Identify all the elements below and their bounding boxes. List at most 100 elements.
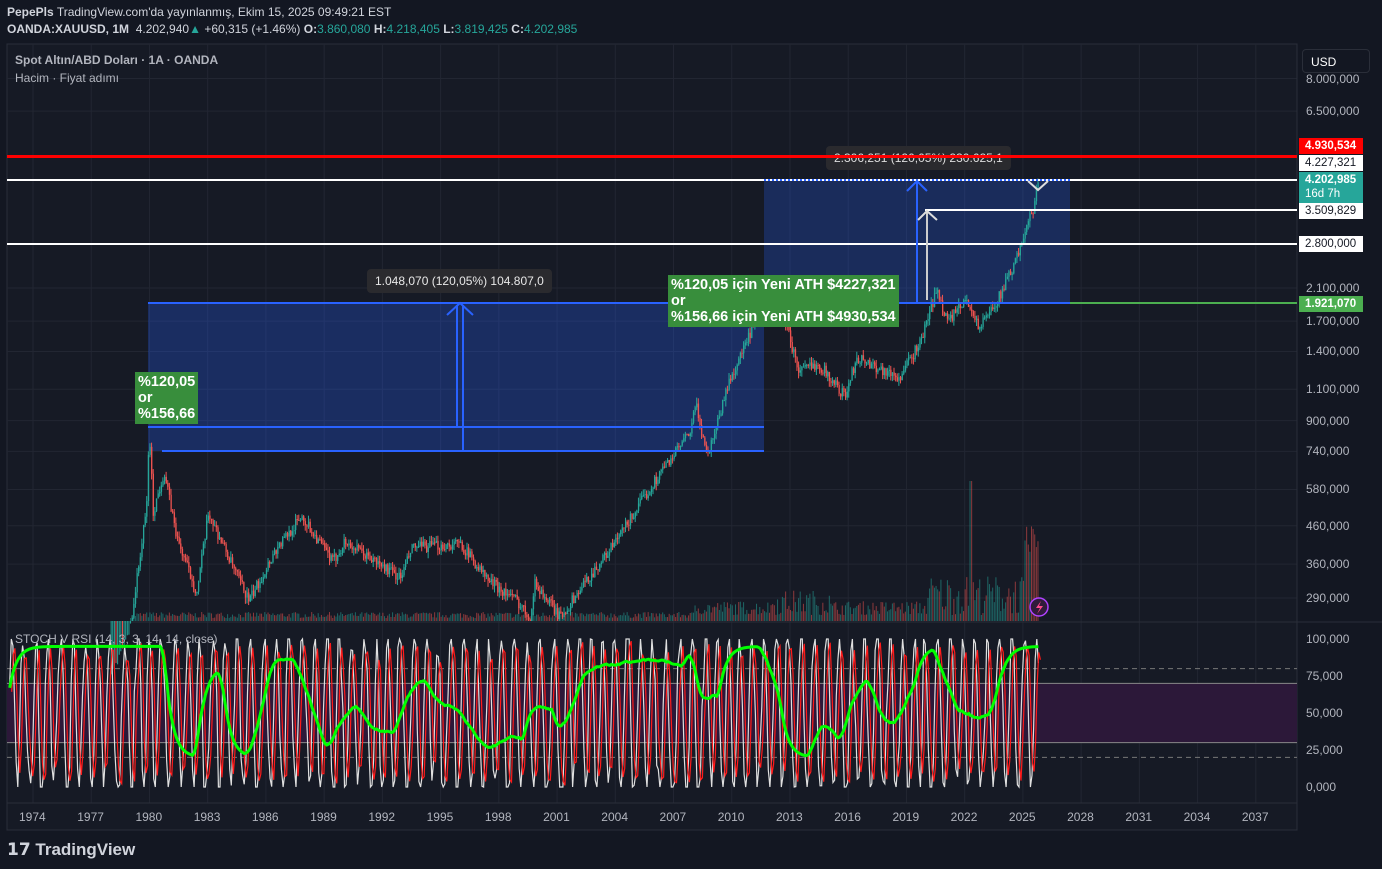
candle-body [579,590,582,594]
candle-body [799,370,801,373]
volume-bar [429,612,431,621]
candle-body [788,326,790,331]
volume-bar [715,607,717,621]
volume-bar [259,613,261,621]
volume-bar [825,610,827,621]
volume-bar [893,602,895,621]
volume-bar [460,613,462,621]
volume-bar [354,612,356,621]
volume-bar [811,614,813,621]
volume-bar [1030,526,1032,621]
y-tick-label: 1.100,000 [1306,382,1360,397]
volume-bar [458,613,460,621]
volume-bar [539,616,541,621]
candle-body [160,485,163,492]
volume-bar [385,617,387,621]
volume-bar [752,609,754,621]
volume-bar [605,616,607,621]
x-tick-label: 2016 [834,810,861,824]
candle-body [172,511,174,513]
candle-body [138,566,140,574]
candle-body [966,299,968,301]
candle-body [576,592,578,597]
candle-body [329,552,331,561]
volume-bar [880,602,882,621]
volume-bar [518,612,520,621]
tradingview-logo[interactable]: 𝟭𝟳 TradingView [7,840,135,860]
candle-body [513,594,515,597]
volume-bar [272,613,274,621]
candle-body [223,542,226,544]
candle-body [744,342,746,346]
volume-bar [927,597,929,621]
volume-bar [377,614,379,621]
volume-bar [185,614,187,621]
candle-body [722,400,724,414]
volume-bar [448,617,450,621]
volume-bar [739,601,741,621]
indicator-title[interactable]: STOCH V RSI (14, 3, 3, 14, 14, close) [15,632,218,646]
volume-bar [906,602,908,621]
candle-body [849,380,852,384]
volume-bar [747,613,749,621]
candle-body [793,349,795,353]
candle-body [422,541,425,547]
candle-body [625,521,627,528]
candle-body [510,593,512,595]
candle-body [644,494,646,496]
volume-bar [309,616,311,621]
volume-bar [940,579,942,621]
volume-bar [393,616,395,621]
candle-body [337,555,339,561]
volume-bar [472,617,474,621]
volume-bar [383,616,385,621]
candle-body [649,491,651,496]
candle-body [430,541,433,545]
candle-body [982,317,984,327]
lightning-bolt [1036,601,1043,614]
volume-bar [959,613,961,621]
candle-body [948,318,950,320]
volume-bar [479,615,481,621]
volume-bar [206,617,208,621]
volume-bar [584,616,586,621]
candle-body [641,495,643,500]
volume-bar [438,612,440,621]
red-level-line[interactable] [7,155,1297,158]
volume-bar [815,604,817,621]
candle-body [176,536,179,538]
candle-body [540,589,543,594]
volume-bar [312,613,314,621]
author[interactable]: PepePls [7,5,54,19]
candle-body [324,543,326,548]
candle-body [235,568,237,571]
currency-button[interactable]: USD [1302,49,1370,73]
volume-bar [629,617,631,621]
volume-bar [1027,544,1029,621]
volume-bar [775,614,777,621]
volume-bar [707,604,709,621]
candle-body [704,437,706,445]
candle-body [950,314,952,319]
volume-bar [691,612,693,621]
volume-bar [680,617,681,621]
volume-bar [304,614,306,621]
volume-bar [743,602,745,621]
candle-body [746,341,748,343]
volume-bar [519,616,521,621]
candle-body [152,473,154,516]
volume-bar [396,613,398,621]
volume-bar [164,617,166,621]
candle-body [615,537,617,543]
volume-bar [1003,608,1005,621]
candle-body [933,293,936,307]
candle-body [823,365,826,374]
candle-body [350,543,352,548]
volume-bar [395,614,397,621]
candle-body [295,519,297,531]
candle-body [558,611,560,620]
volume-bar [238,613,240,621]
candle-body [545,597,548,601]
volume-bar [147,617,149,621]
